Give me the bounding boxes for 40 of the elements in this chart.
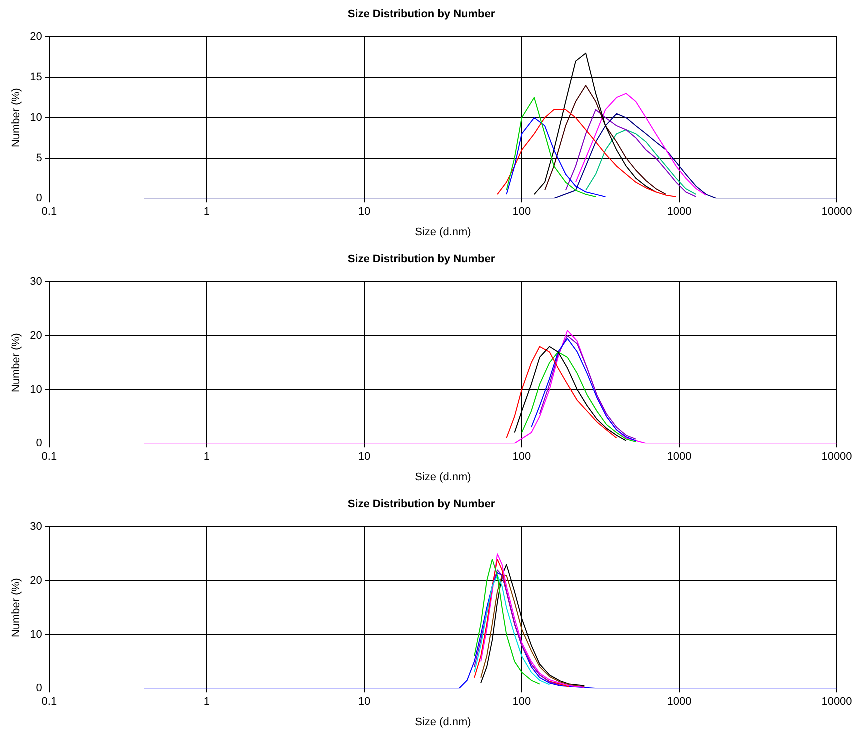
y-tick-label: 10 (30, 112, 42, 124)
y-tick-label: 0 (36, 438, 42, 450)
x-tick-label: 1 (204, 451, 210, 464)
x-tick-label: 1000 (667, 696, 692, 708)
y-tick-label: 0 (36, 682, 42, 695)
chart-title: Size Distribution by Number (348, 254, 496, 266)
y-tick-label: 10 (30, 384, 42, 396)
y-tick-label: 15 (30, 72, 42, 84)
x-tick-label: 1000 (667, 206, 692, 218)
y-axis-title: Number (%) (10, 88, 23, 148)
x-tick-label: 1 (204, 696, 210, 708)
y-tick-label: 0 (36, 192, 42, 205)
x-tick-label: 100 (512, 451, 532, 464)
y-tick-label: 30 (30, 276, 42, 288)
x-tick-label: 0.1 (42, 451, 58, 464)
y-tick-label: 20 (30, 575, 42, 588)
x-tick-label: 10000 (822, 451, 852, 464)
x-tick-label: 10 (358, 206, 371, 218)
x-tick-label: 10000 (822, 206, 852, 218)
y-tick-label: 20 (30, 31, 42, 44)
y-tick-label: 30 (30, 521, 42, 534)
x-tick-label: 1 (204, 206, 210, 218)
y-tick-label: 10 (30, 628, 42, 641)
x-tick-label: 10 (358, 451, 371, 464)
x-axis-title: Size (d.nm) (415, 226, 472, 238)
y-tick-label: 20 (30, 330, 42, 342)
x-tick-label: 0.1 (42, 696, 58, 708)
x-tick-label: 10 (358, 696, 371, 708)
x-axis-title: Size (d.nm) (415, 716, 472, 728)
x-tick-label: 100 (512, 696, 532, 708)
x-tick-label: 100 (512, 206, 532, 218)
chart-title: Size Distribution by Number (348, 498, 496, 511)
x-axis-title: Size (d.nm) (415, 471, 472, 484)
y-axis-title: Number (%) (10, 578, 23, 638)
chart-title: Size Distribution by Number (348, 8, 496, 21)
x-tick-label: 10000 (822, 696, 852, 708)
x-tick-label: 0.1 (42, 206, 58, 218)
y-tick-label: 5 (36, 152, 42, 164)
y-axis-title: Number (%) (10, 333, 23, 393)
x-tick-label: 1000 (667, 451, 692, 464)
